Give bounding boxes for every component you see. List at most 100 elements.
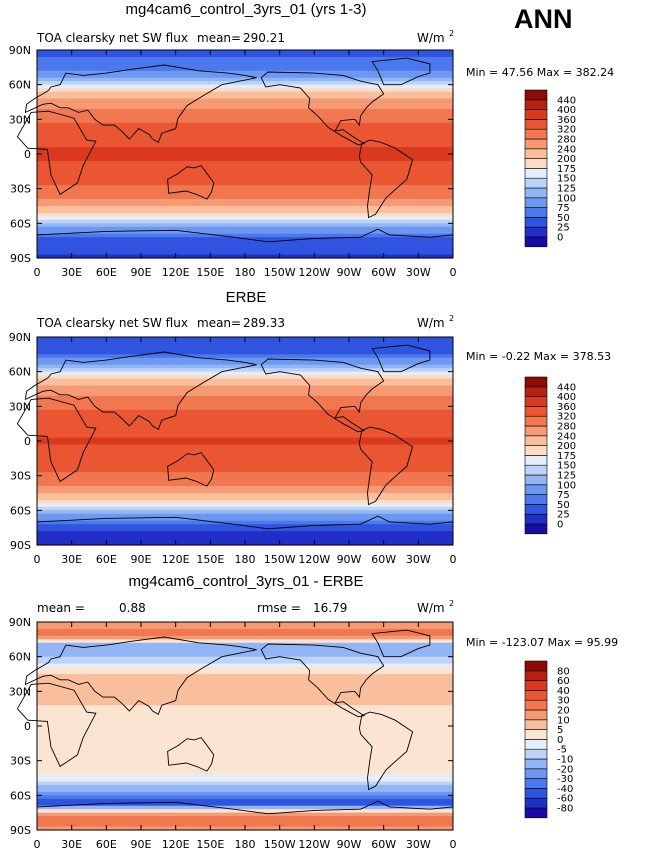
x-tick-label: 30E — [61, 266, 82, 279]
latitude-band — [37, 247, 453, 252]
colorbar-label: 125 — [557, 184, 576, 195]
colorbar-box — [524, 396, 548, 407]
latitude-band — [37, 441, 453, 446]
colorbar-label: 80 — [557, 666, 570, 677]
x-tick-label: 90E — [131, 553, 152, 566]
latitude-band — [37, 784, 453, 789]
latitude-band — [37, 437, 453, 442]
y-tick-label: 60N — [9, 79, 31, 92]
y-tick-label: 0 — [24, 148, 31, 161]
latitude-band — [37, 354, 453, 359]
latitude-band — [37, 167, 453, 172]
latitude-band — [37, 361, 453, 366]
x-tick-label: 0 — [34, 553, 41, 566]
latitude-band — [37, 691, 453, 696]
colorbar-label: 360 — [557, 115, 576, 126]
latitude-band — [37, 199, 453, 204]
latitude-band — [37, 427, 453, 432]
colorbar-box — [524, 89, 548, 101]
latitude-band — [37, 402, 453, 407]
y-tick-label: 30N — [9, 685, 31, 698]
colorbar-label: -40 — [557, 784, 573, 795]
continent-outline — [371, 57, 431, 86]
latitude-band — [37, 778, 453, 783]
colorbar-label: 20 — [557, 706, 570, 717]
latitude-band — [37, 753, 453, 758]
latitude-band — [37, 195, 453, 200]
latitude-band — [37, 798, 453, 803]
continent-outline — [260, 71, 385, 146]
latitude-band — [37, 382, 453, 387]
latitude-band — [37, 63, 453, 68]
latitude-band — [37, 140, 453, 145]
latitude-band — [37, 809, 453, 814]
latitude-band — [37, 520, 453, 525]
colorbar-box — [524, 739, 548, 750]
min-max-label: Min = -123.07 Max = 95.99 — [466, 636, 618, 649]
colorbar-box — [524, 464, 548, 476]
rmse-value: 16.79 — [313, 601, 347, 615]
latitude-band — [37, 102, 453, 107]
latitude-band — [37, 472, 453, 477]
latitude-band — [37, 240, 453, 245]
latitude-band — [37, 451, 453, 456]
colorbar-box — [524, 513, 548, 525]
latitude-band — [37, 708, 453, 713]
latitude-band — [37, 60, 453, 65]
latitude-band — [37, 105, 453, 110]
latitude-band — [37, 517, 453, 522]
latitude-band — [37, 230, 453, 235]
x-tick-label: 180 — [235, 553, 256, 566]
colorbar-box — [524, 99, 548, 110]
latitude-band — [37, 416, 453, 421]
latitude-band — [37, 812, 453, 817]
colorbar-box — [524, 109, 548, 120]
colorbar-label: -80 — [557, 804, 573, 815]
colorbar-label: 10 — [557, 715, 570, 726]
continent-outline — [16, 682, 97, 768]
colorbar-label: 100 — [557, 193, 576, 204]
y-tick-label: 60S — [10, 504, 31, 517]
latitude-band — [37, 656, 453, 661]
x-tick-label: 90E — [131, 838, 152, 851]
colorbar-box — [524, 670, 548, 681]
y-tick-label: 60S — [10, 789, 31, 802]
latitude-band — [37, 746, 453, 751]
x-tick-label: 0 — [450, 266, 457, 279]
x-tick-label: 60W — [371, 553, 396, 566]
colorbar-label: 5 — [557, 725, 563, 736]
latitude-band — [37, 628, 453, 633]
colorbar-box — [524, 445, 548, 456]
latitude-band — [37, 115, 453, 120]
colorbar-label: 30 — [557, 696, 570, 707]
latitude-band — [37, 719, 453, 724]
mean-label: mean= — [197, 316, 241, 330]
latitude-band — [37, 674, 453, 679]
colorbar-box — [524, 177, 548, 189]
latitude-band — [37, 150, 453, 155]
colorbar-box — [524, 748, 548, 760]
latitude-band — [37, 385, 453, 390]
latitude-band — [37, 95, 453, 100]
latitude-band — [37, 760, 453, 765]
colorbar-label: 75 — [557, 490, 570, 501]
colorbar-label: 400 — [557, 392, 576, 403]
latitude-band — [37, 447, 453, 452]
continent-outline — [36, 515, 454, 546]
y-tick-label: 60S — [10, 217, 31, 230]
colorbar-label: 0 — [557, 233, 563, 244]
colorbar-box — [524, 778, 548, 789]
latitude-band — [37, 389, 453, 394]
x-tick-label: 30W — [406, 553, 431, 566]
mean-value: 290.21 — [243, 31, 285, 45]
y-tick-label: 90S — [10, 824, 31, 837]
season-label: ANN — [514, 4, 573, 34]
units-label: W/m — [417, 31, 445, 45]
latitude-band — [37, 475, 453, 480]
latitude-band — [37, 639, 453, 644]
latitude-band — [37, 524, 453, 529]
continent-outline — [167, 165, 215, 200]
y-tick-label: 0 — [24, 435, 31, 448]
latitude-band — [37, 482, 453, 487]
